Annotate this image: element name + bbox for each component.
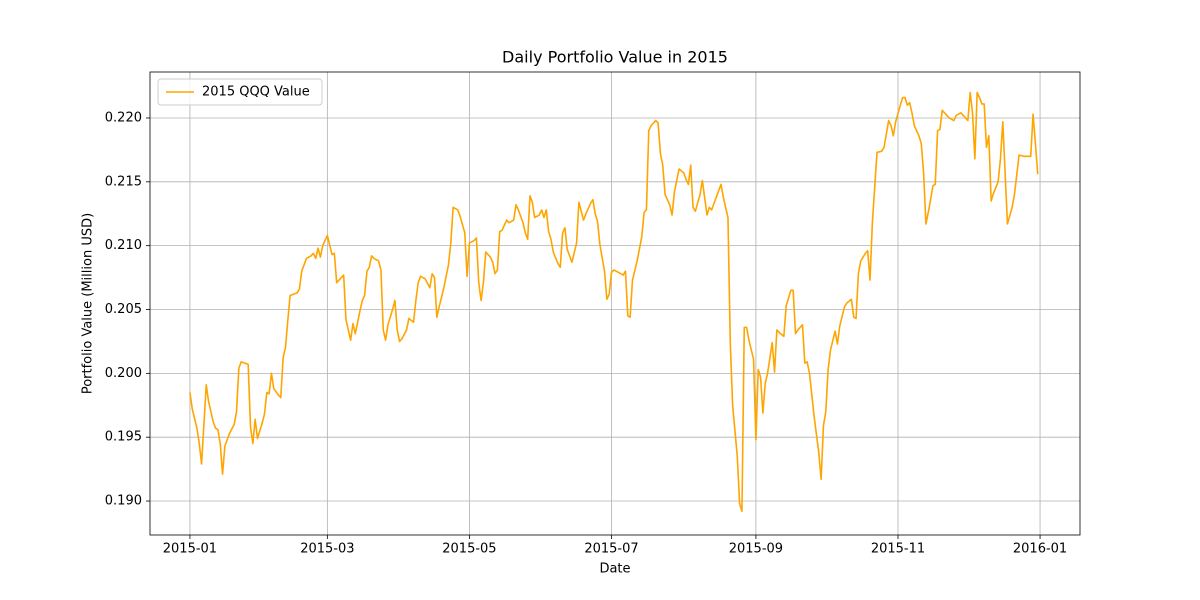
legend-box: [157, 78, 323, 106]
grid: [150, 72, 1080, 535]
legend: 2015 QQQ Value: [157, 78, 323, 106]
y-tick-label: 0.220: [105, 110, 142, 125]
y-tick-label: 0.200: [105, 366, 142, 381]
y-tick-label: 0.195: [105, 430, 142, 445]
plot-area: [189, 91, 1039, 513]
x-tick-label: 2015-03: [300, 542, 354, 557]
data-line: [189, 91, 1039, 513]
x-axis-label: Date: [599, 562, 630, 577]
y-axis-label: Portfolio Value (Million USD): [81, 213, 96, 394]
legend-label: 2015 QQQ Value: [202, 85, 310, 100]
x-tick-label: 2015-09: [729, 542, 783, 557]
chart-title: Daily Portfolio Value in 2015: [502, 48, 728, 67]
y-tick-label: 0.215: [105, 174, 142, 189]
x-tick-label: 2015-05: [442, 542, 496, 557]
x-tick-label: 2015-11: [871, 542, 925, 557]
y-tick-label: 0.190: [105, 494, 142, 509]
x-tick-label: 2016-01: [1013, 542, 1067, 557]
x-tick-label: 2015-01: [163, 542, 217, 557]
y-tick-label: 0.205: [105, 302, 142, 317]
y-tick-label: 0.210: [105, 238, 142, 253]
x-tick-label: 2015-07: [584, 542, 638, 557]
axes-frame: [149, 71, 1081, 536]
